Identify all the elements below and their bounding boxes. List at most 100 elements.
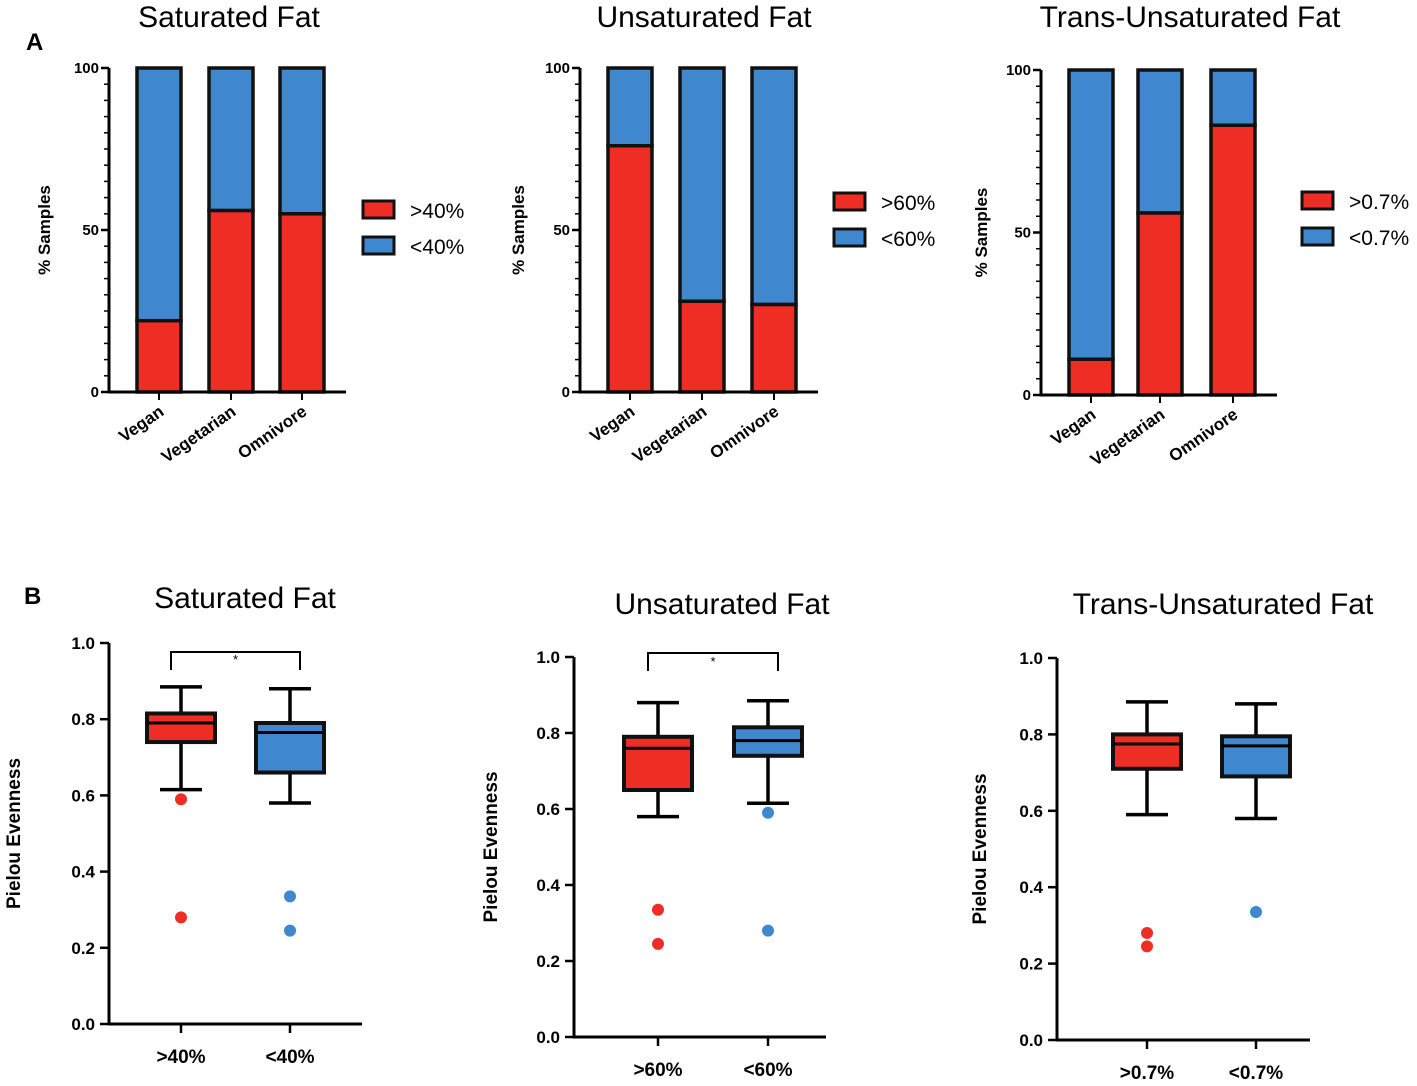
y-tick-label: 0.6 (536, 800, 560, 819)
y-tick-label: 0.0 (71, 1015, 95, 1034)
y-tick-label: 100 (545, 60, 570, 77)
box-plot-chart-1: Saturated Fat 0.0 0.2 0.4 0.6 0.8 1.0 Pielou Ev… (4, 582, 362, 1068)
y-tick-label: 50 (1014, 225, 1031, 242)
y-tick-label: 1.0 (1019, 649, 1043, 668)
y-tick-label: 100 (1006, 62, 1031, 79)
box-plot-chart-3: Trans-Unsaturated Fat 0.0 0.2 0.4 0.6 0.8 1.0 P… (970, 588, 1374, 1084)
y-tick-label: 0.8 (71, 710, 95, 729)
x-tick-label: >60% (633, 1060, 682, 1081)
x-tick-label: Vegetarian (629, 402, 710, 467)
legend-swatch-blue (832, 227, 867, 248)
bar-segment->40% (207, 208, 255, 394)
y-axis-label: Pielou Evenness (4, 758, 25, 909)
legend-swatch-red (361, 199, 396, 220)
bar-segment-<60% (606, 66, 654, 148)
chart-title: Unsaturated Fat (614, 588, 830, 621)
y-tick-label: 50 (82, 222, 99, 239)
legend-label: <0.7% (1349, 227, 1409, 250)
bar-segment-<40% (207, 66, 255, 213)
y-tick-label: 50 (553, 222, 570, 239)
significance-bracket (647, 652, 779, 671)
bar-segment-<40% (278, 66, 326, 216)
y-tick-label: 1.0 (536, 648, 560, 667)
bar-segment->0.7% (1136, 211, 1184, 397)
significance-bracket (170, 651, 301, 670)
bar-segment-<60% (750, 66, 798, 307)
outlier-point (1250, 906, 1262, 919)
x-tick-label: Vegetarian (158, 402, 239, 467)
x-tick-label: Vegan (586, 402, 638, 446)
y-axis-label: Pielou Evenness (970, 773, 991, 924)
box-iqr (1220, 734, 1292, 779)
x-tick-label: <40% (265, 1047, 314, 1068)
bar-segment->40% (278, 212, 326, 394)
box-iqr (145, 711, 217, 745)
x-tick-label: >40% (156, 1047, 205, 1068)
x-tick-label: <60% (743, 1060, 792, 1081)
y-tick-label: 0.6 (1019, 802, 1043, 821)
y-tick-label: 0.2 (71, 939, 95, 958)
legend-label: <40% (410, 236, 464, 259)
y-axis-label: % Samples (972, 188, 991, 278)
legend-swatch-blue (361, 235, 396, 256)
legend-label: <60% (881, 228, 935, 251)
chart-title: Trans-Unsaturated Fat (1073, 588, 1374, 621)
chart-title: Unsaturated Fat (596, 1, 812, 34)
x-tick-label: Omnivore (1165, 405, 1241, 466)
outlier-point (652, 937, 664, 950)
chart-title: Saturated Fat (138, 1, 320, 34)
y-tick-label: 0 (1023, 387, 1031, 404)
y-tick-label: 100 (74, 60, 99, 77)
panel-label-a: A (26, 29, 43, 56)
outlier-point (762, 924, 774, 937)
bar-segment->40% (135, 318, 183, 394)
y-tick-label: 1.0 (71, 634, 95, 653)
y-tick-label: 0 (91, 384, 99, 401)
box-iqr (1111, 732, 1183, 771)
bar-segment->0.7% (1209, 123, 1257, 397)
y-tick-label: 0.2 (1019, 955, 1043, 974)
bar-segment-<40% (135, 66, 183, 323)
y-tick-label: 0.6 (71, 786, 95, 805)
y-tick-label: 0.4 (536, 876, 560, 895)
y-tick-label: 0 (562, 384, 570, 401)
y-axis-label: % Samples (509, 185, 528, 275)
box-iqr (622, 734, 694, 792)
chart-title: Saturated Fat (154, 582, 336, 615)
y-tick-label: 0.0 (1019, 1031, 1043, 1050)
y-tick-label: 0.0 (536, 1028, 560, 1047)
legend-swatch-red (832, 191, 867, 212)
x-tick-label: Omnivore (234, 402, 310, 463)
y-axis-label: % Samples (35, 185, 54, 275)
bar-segment-<60% (678, 66, 726, 304)
y-tick-label: 0.4 (1019, 878, 1043, 897)
bar-segment->60% (678, 299, 726, 394)
outlier-point (762, 806, 774, 819)
y-tick-label: 0.2 (536, 952, 560, 971)
significance-marker: * (233, 652, 238, 667)
bar-segment->60% (606, 144, 654, 394)
legend-swatch-blue (1300, 226, 1335, 247)
y-tick-label: 0.8 (536, 724, 560, 743)
significance-marker: * (710, 654, 715, 669)
y-tick-label: 0.4 (71, 863, 95, 882)
legend-label: >40% (410, 200, 464, 223)
x-tick-label: Vegan (1047, 405, 1099, 449)
outlier-point (1141, 927, 1153, 940)
x-tick-label: Vegetarian (1087, 405, 1168, 470)
y-axis-label: Pielou Evenness (481, 771, 502, 922)
outlier-point (284, 924, 296, 937)
legend-label: >60% (881, 192, 935, 215)
outlier-point (284, 890, 296, 903)
legend-swatch-red (1300, 190, 1335, 211)
chart-title: Trans-Unsaturated Fat (1040, 1, 1341, 34)
x-tick-label: >0.7% (1120, 1063, 1175, 1084)
x-tick-label: Vegan (115, 402, 167, 446)
outlier-point (175, 911, 187, 924)
box-iqr (254, 721, 326, 775)
outlier-point (652, 903, 664, 916)
panel-label-b: B (24, 583, 41, 610)
